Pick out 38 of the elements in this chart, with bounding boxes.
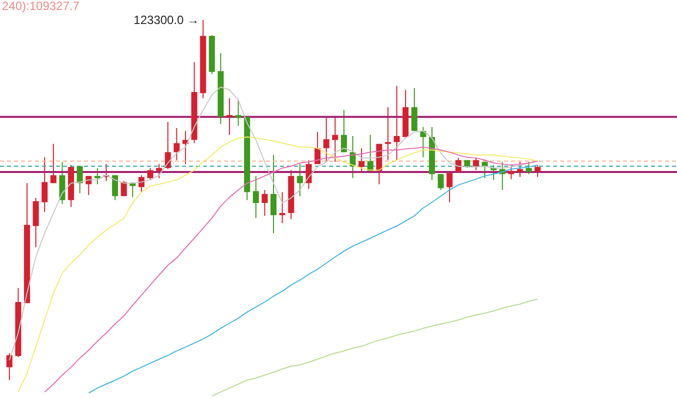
text: 240):109327.7	[2, 0, 80, 13]
candlestick	[358, 148, 365, 174]
annotation: 123300.0 →	[134, 13, 200, 27]
candlestick	[472, 157, 479, 171]
candlestick	[394, 85, 400, 161]
candlestick	[384, 106, 391, 161]
candlestick	[6, 352, 12, 381]
candlestick	[446, 172, 453, 203]
candlestick	[296, 164, 303, 197]
candlestick	[252, 175, 259, 219]
candlestick	[164, 121, 171, 170]
candlestick	[367, 134, 374, 172]
candlestick	[94, 168, 100, 185]
candlestick	[147, 168, 154, 180]
candlestick	[262, 189, 268, 216]
candlestick	[340, 110, 347, 153]
candlestick	[120, 180, 127, 197]
candlestick	[174, 128, 180, 161]
candlestick	[411, 88, 418, 132]
candlestick	[314, 132, 321, 165]
candlestick	[76, 166, 83, 194]
candlestick	[534, 164, 541, 178]
candlestick	[455, 157, 462, 172]
candlestick	[323, 117, 330, 162]
candlestick	[306, 160, 312, 190]
candlestick	[526, 161, 532, 175]
candlestick	[332, 116, 338, 162]
candlestick	[112, 174, 118, 201]
candlestick	[438, 174, 444, 190]
candlestick	[226, 98, 232, 136]
candlestick	[508, 166, 514, 180]
candlestick	[156, 164, 162, 179]
candlestick	[270, 154, 276, 234]
candlestick	[42, 156, 48, 212]
candlestick	[50, 143, 56, 184]
candlestick	[235, 99, 242, 126]
candlestick	[279, 192, 286, 224]
candlestick	[516, 161, 523, 178]
